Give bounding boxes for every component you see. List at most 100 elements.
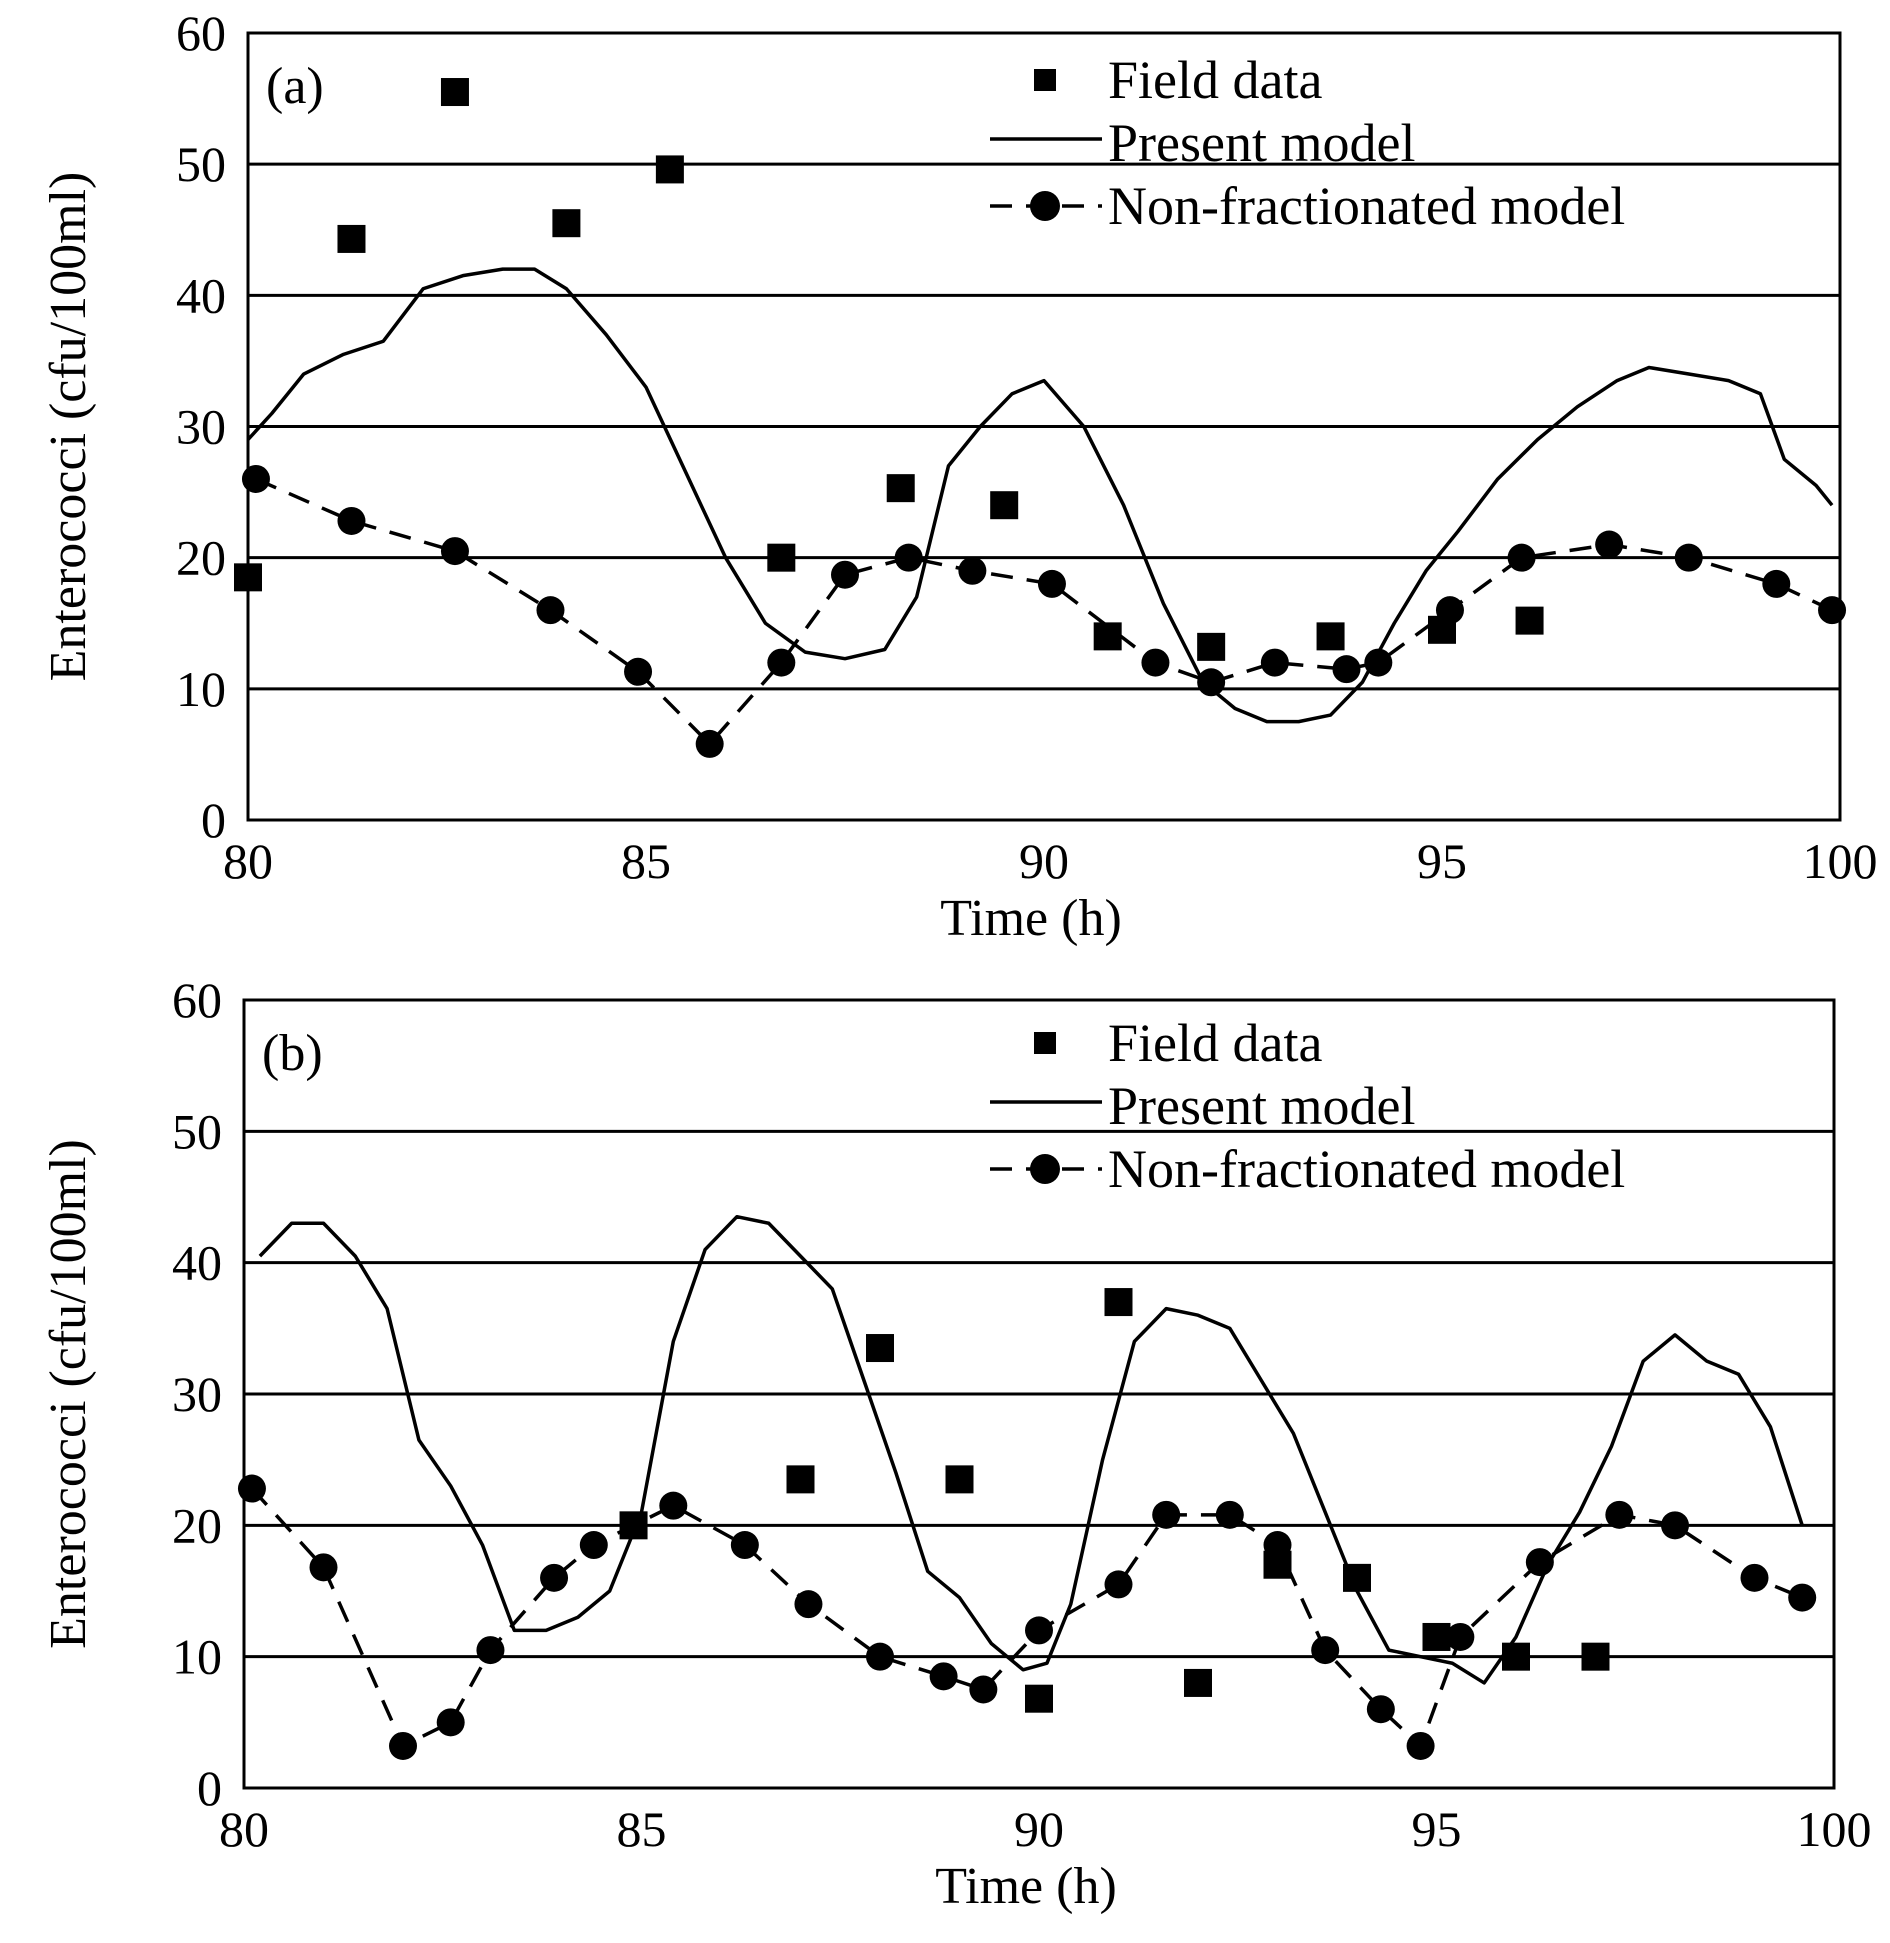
non-fractionated-point: [695, 729, 724, 758]
non-fractionated-point: [624, 657, 653, 686]
non-fractionated-point: [536, 596, 565, 625]
x-tick-label: 90: [1019, 833, 1069, 889]
legend-entry: Present model: [1108, 113, 1415, 173]
panel-label: (b): [262, 1025, 323, 1082]
non-fractionated-point: [1141, 648, 1170, 677]
non-fractionated-point: [767, 648, 796, 677]
y-tick-label: 20: [176, 530, 226, 586]
field-data-point: [945, 1465, 974, 1494]
y-tick-label: 50: [172, 1103, 222, 1159]
non-fractionated-point: [1260, 648, 1289, 677]
field-data-point: [1316, 622, 1345, 651]
series-none: [246, 267, 1834, 724]
present-model-line: [258, 1214, 1804, 1685]
non-fractionated-point: [1366, 1695, 1395, 1724]
non-fractionated-point: [894, 543, 923, 572]
non-fractionated-point: [1104, 1570, 1133, 1599]
non-fractionated-point: [1152, 1500, 1181, 1529]
x-tick-label: 100: [1803, 833, 1878, 889]
y-axis-label: Enterococci (cfu/100ml): [40, 1139, 97, 1649]
y-tick-label: 60: [176, 5, 226, 61]
non-fractionated-point: [1507, 543, 1536, 572]
field-data-point: [1184, 1668, 1212, 1697]
y-tick-label: 30: [176, 399, 226, 455]
non-fractionated-point: [337, 506, 366, 535]
non-fractionated-point: [866, 1642, 894, 1671]
non-fractionated-point: [831, 560, 859, 589]
y-tick-label: 10: [176, 661, 226, 717]
y-tick-label: 60: [172, 972, 222, 1028]
non-fractionated-point: [1435, 596, 1464, 625]
present-model-line: [246, 267, 1834, 724]
y-tick-label: 0: [201, 792, 226, 848]
y-tick-label: 40: [176, 267, 226, 323]
field-data-point: [1025, 1684, 1053, 1713]
field-data-point: [1104, 1288, 1133, 1317]
non-fractionated-point: [1025, 1616, 1053, 1645]
non-fractionated-point: [1788, 1583, 1817, 1612]
series-circle: [237, 1474, 1817, 1760]
x-tick-label: 80: [223, 833, 273, 889]
y-tick-label: 20: [172, 1497, 222, 1553]
legend-non-fractionated-symbol: [1030, 1154, 1060, 1184]
legend-entry: Non-fractionated model: [1108, 1139, 1625, 1199]
plot-frame: [242, 998, 1836, 1790]
panel-label: (a): [266, 58, 324, 115]
non-fractionated-point: [1525, 1548, 1554, 1577]
non-fractionated-point: [579, 1531, 608, 1560]
series-none: [258, 1214, 1804, 1685]
non-fractionated-point: [1818, 596, 1847, 625]
non-fractionated-point: [1197, 668, 1226, 697]
field-data-point: [1197, 632, 1226, 661]
non-fractionated-point: [1215, 1500, 1244, 1529]
chart-panel-a: 0 10 20 30 40 50 60 80 85 90 95 100 Time (h) Enteroco…: [40, 5, 1878, 947]
chart-panel-b: 0 10 20 30 40 50 60 80 85 90 95 100 Time (h) Enteroco…: [40, 972, 1872, 1915]
non-fractionated-point: [241, 464, 270, 493]
field-data-point: [655, 155, 684, 184]
non-fractionated-point: [1263, 1531, 1292, 1560]
non-fractionated-point: [659, 1491, 688, 1520]
non-fractionated-point: [436, 1708, 465, 1737]
field-data-point: [886, 474, 915, 503]
field-data-point: [440, 78, 469, 107]
non-fractionated-point: [1037, 569, 1066, 598]
x-tick-label: 100: [1797, 1801, 1872, 1857]
y-tick-label: 40: [172, 1235, 222, 1291]
x-tick-label: 85: [617, 1801, 667, 1857]
non-fractionated-point: [1762, 569, 1791, 598]
field-data-point: [990, 491, 1019, 520]
non-fractionated-point: [1332, 655, 1361, 684]
series-square: [234, 78, 1544, 661]
non-fractionated-point: [389, 1731, 417, 1760]
non-fractionated-point: [476, 1636, 505, 1665]
non-fractionated-point: [1364, 648, 1393, 677]
non-fractionated-point: [958, 556, 987, 585]
field-data-point: [234, 563, 262, 592]
y-tick-label: 50: [176, 136, 226, 192]
field-data-point: [1515, 606, 1544, 635]
non-fractionated-point: [1674, 543, 1703, 572]
non-fractionated-point: [1406, 1731, 1435, 1760]
x-tick-label: 80: [219, 1801, 269, 1857]
non-fractionated-point: [1595, 530, 1624, 559]
non-fractionated-point: [237, 1474, 266, 1503]
non-fractionated-point: [794, 1590, 823, 1619]
series-circle: [241, 464, 1847, 758]
non-fractionated-point: [309, 1553, 338, 1582]
y-tick-label: 30: [172, 1366, 222, 1422]
field-data-point: [767, 543, 796, 572]
x-axis-label: Time (h): [940, 890, 1122, 947]
field-data-point: [866, 1334, 894, 1363]
x-axis-label: Time (h): [935, 1858, 1117, 1915]
non-fractionated-point: [1446, 1622, 1475, 1651]
non-fractionated-point: [929, 1662, 958, 1691]
field-data-point: [1422, 1622, 1451, 1651]
field-data-point: [552, 209, 581, 238]
non-fractionated-model-line: [255, 477, 1833, 747]
legend-field-data-symbol: [1034, 69, 1056, 91]
y-axis-label: Enterococci (cfu/100ml): [40, 172, 97, 682]
non-fractionated-point: [540, 1563, 569, 1592]
x-tick-label: 95: [1417, 833, 1467, 889]
